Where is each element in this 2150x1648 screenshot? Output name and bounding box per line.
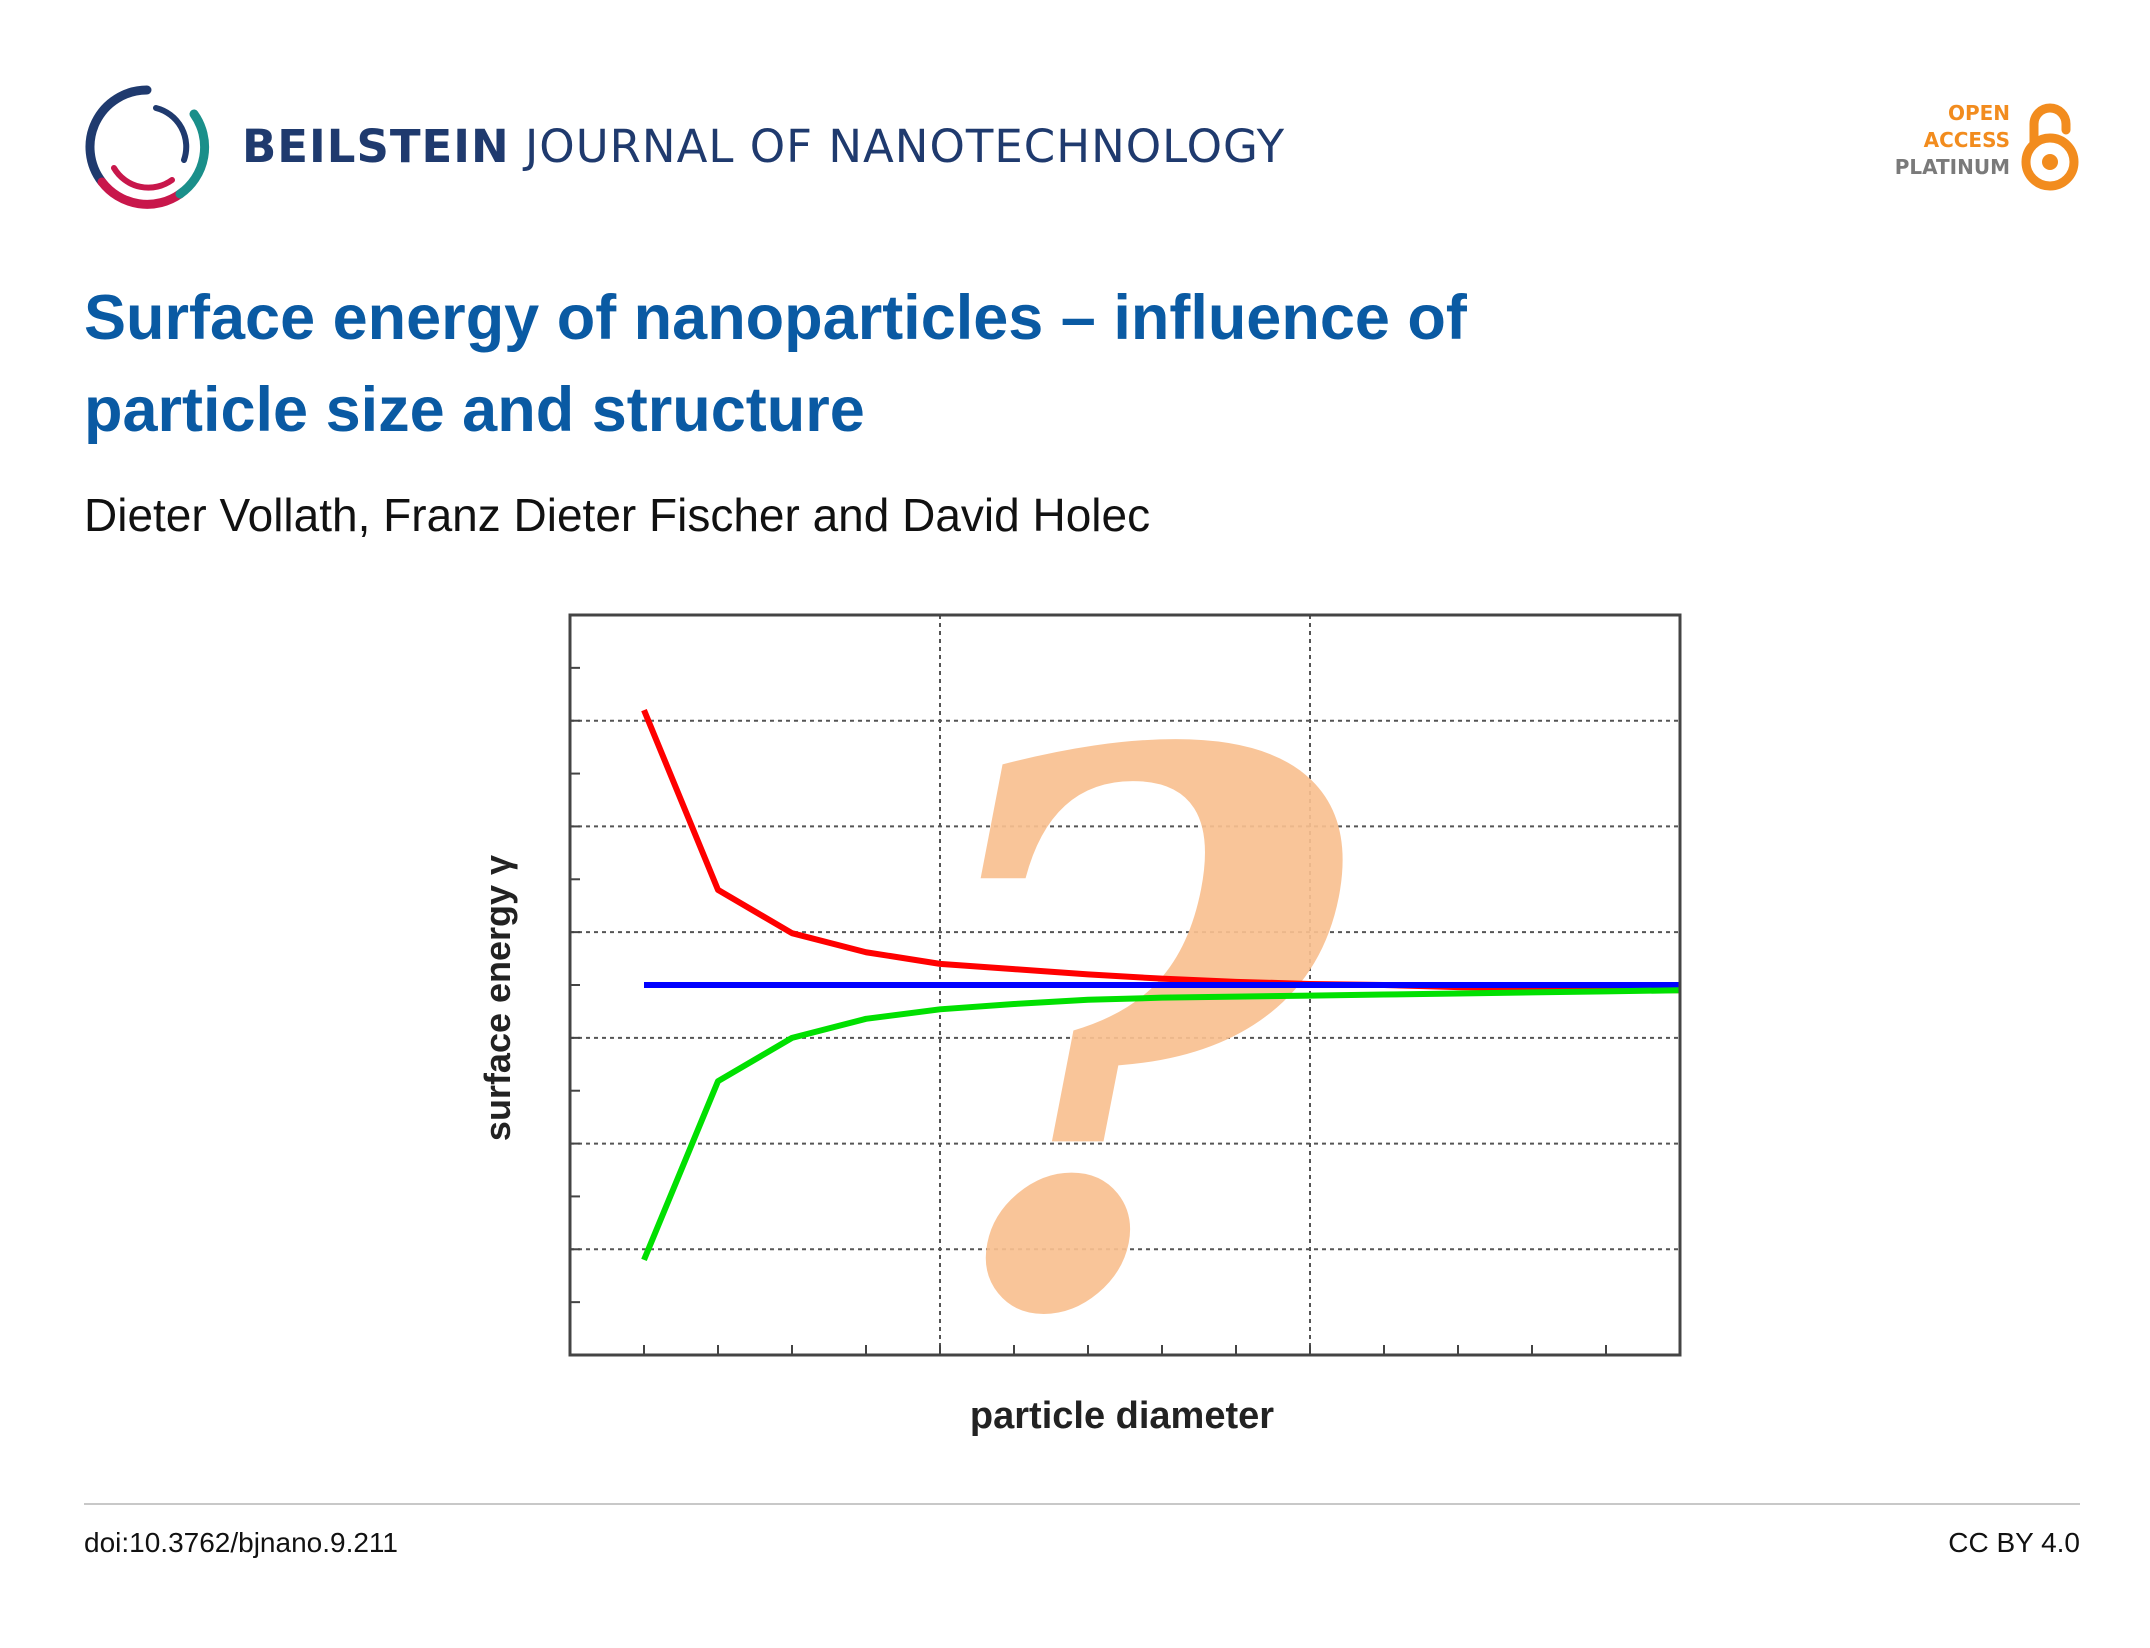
open-access-badge: OPEN ACCESS PLATINUM [1890,100,2080,200]
license-text: CC BY 4.0 [1948,1527,2080,1558]
open-access-text: OPEN ACCESS PLATINUM [1895,100,2010,181]
chart-grid [570,615,1680,1355]
footer-divider [84,1503,2080,1505]
question-mark-symbol: ? [902,600,1353,1460]
question-mark-overlay: ? [902,600,1353,1460]
journal-header: BEILSTEIN JOURNAL OF NANOTECHNOLOGY OPEN… [84,84,2080,214]
open-access-line1: OPEN [1947,101,2010,125]
article-authors: Dieter Vollath, Franz Dieter Fischer and… [84,489,1151,541]
series-line-3 [641,987,1681,1262]
x-axis-label: particle diameter [970,1395,1274,1437]
open-access-line2: ACCESS [1923,128,2010,152]
journal-name-rest: JOURNAL OF NANOTECHNOLOGY [525,120,1286,173]
doi-text: doi:10.3762/bjnano.9.211 [84,1527,398,1558]
open-access-line3: PLATINUM [1894,155,2010,179]
article-title: Surface energy of nanoparticles – influe… [84,272,1784,456]
article-title-line2: particle size and structure [84,375,865,445]
chart-axes [568,613,1682,1357]
journal-name-bold: BEILSTEIN [242,120,510,173]
graphical-abstract-chart: ? surface energy γ particle diameter [477,600,1682,1460]
beilstein-logo-icon [85,85,210,209]
chart-series [641,709,1681,1262]
y-axis-label: surface energy γ [477,855,518,1141]
journal-name: BEILSTEIN JOURNAL OF NANOTECHNOLOGY [242,120,1285,173]
article-title-line1: Surface energy of nanoparticles – influe… [84,283,1467,353]
open-lock-icon [2021,103,2079,191]
